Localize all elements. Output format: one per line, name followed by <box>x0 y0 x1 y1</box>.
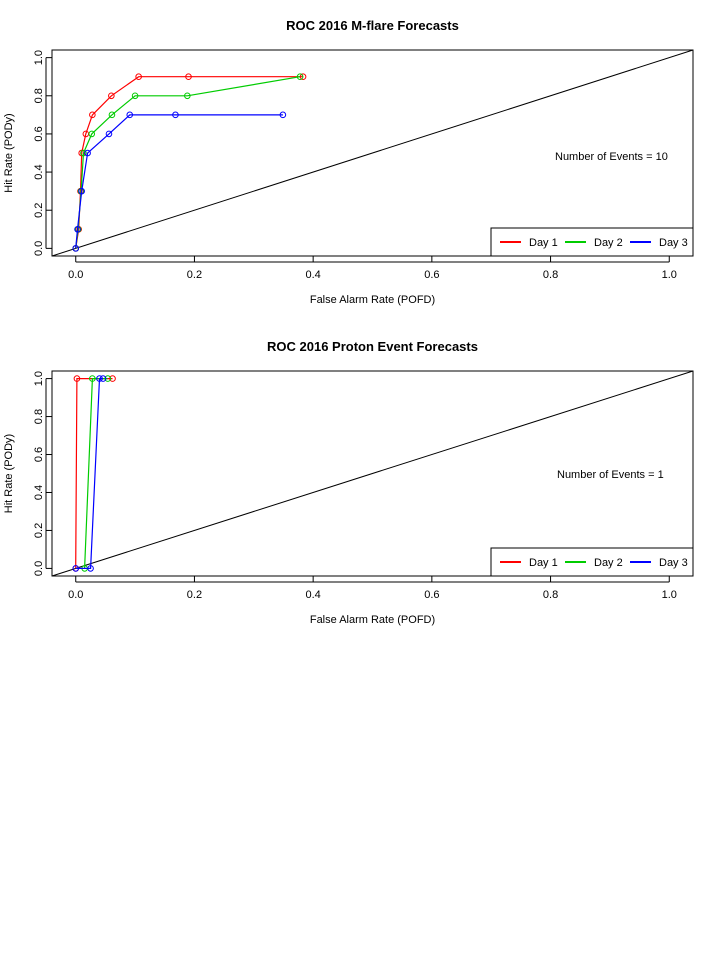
series-line <box>75 76 301 249</box>
x-axis: 0.0 0.2 0.4 0.6 0.8 1.0 <box>68 256 677 281</box>
data-point-marker <box>72 565 80 572</box>
series-day-2 <box>81 375 112 572</box>
chart-legend: Day 1 Day 2 Day 3 <box>490 227 694 257</box>
data-point-marker <box>108 111 116 119</box>
roc-chart-2: ROC 2016 Proton Event Forecasts 0.0 0.2 0.4… <box>3 339 694 626</box>
y-tick-label: 1.0 <box>33 371 45 386</box>
data-point-marker <box>108 92 115 100</box>
x-axis-title: False Alarm Rate (POFD) <box>310 614 435 626</box>
x-tick-label: 0.6 <box>424 269 439 281</box>
no-skill-diagonal <box>51 49 694 257</box>
data-point-marker <box>96 375 103 382</box>
data-point-marker <box>74 225 81 233</box>
y-tick-label: 0.8 <box>33 88 45 103</box>
data-point-marker <box>72 245 80 252</box>
chart-title: ROC 2016 M-flare Forecasts <box>286 18 459 33</box>
data-point-marker <box>89 111 96 119</box>
legend-label: Day 3 <box>659 557 688 569</box>
series-line <box>75 76 304 249</box>
data-point-marker <box>172 111 179 119</box>
events-annotation: Number of Events = 10 <box>555 151 668 163</box>
series-line <box>84 378 108 569</box>
y-axis: 0.0 0.2 0.4 0.6 0.8 1.0 <box>33 371 52 576</box>
chart-title: ROC 2016 Proton Event Forecasts <box>267 339 478 354</box>
y-tick-label: 0.2 <box>33 523 45 538</box>
y-tick-label: 0.8 <box>33 409 45 424</box>
data-point-marker <box>279 111 287 119</box>
x-tick-label: 0.4 <box>305 269 320 281</box>
data-point-marker <box>131 92 139 100</box>
y-tick-label: 0.0 <box>33 561 45 576</box>
legend-item: Day 1 <box>500 237 558 249</box>
data-point-marker <box>78 187 85 195</box>
y-tick-label: 1.0 <box>33 50 45 65</box>
plot-frame <box>51 370 694 577</box>
y-tick-label: 0.4 <box>33 485 45 500</box>
x-tick-label: 0.0 <box>68 589 83 601</box>
y-tick-label: 0.6 <box>33 126 45 141</box>
data-point-marker <box>88 130 96 138</box>
legend-item: Day 2 <box>565 237 623 249</box>
data-point-marker <box>109 375 116 382</box>
legend-label: Day 2 <box>594 557 623 569</box>
legend-item: Day 3 <box>630 237 688 249</box>
y-tick-label: 0.0 <box>33 241 45 256</box>
data-point-marker <box>296 73 304 81</box>
x-tick-label: 0.2 <box>187 589 202 601</box>
series-day-3 <box>72 375 107 572</box>
y-axis: 0.0 0.2 0.4 0.6 0.8 1.0 <box>33 50 52 256</box>
series-line <box>75 378 103 570</box>
series-day-1 <box>72 73 307 252</box>
x-tick-label: 0.2 <box>187 269 202 281</box>
legend-box <box>490 547 694 577</box>
y-tick-label: 0.6 <box>33 447 45 462</box>
legend-item: Day 3 <box>630 557 688 569</box>
chart-legend: Day 1 Day 2 Day 3 <box>490 547 694 577</box>
data-point-marker <box>299 73 307 81</box>
legend-label: Day 1 <box>529 237 558 249</box>
x-axis: 0.0 0.2 0.4 0.6 0.8 1.0 <box>68 576 677 601</box>
plot-frame <box>51 49 694 257</box>
x-tick-label: 0.6 <box>424 589 439 601</box>
data-point-marker <box>80 149 87 157</box>
data-point-marker <box>104 375 112 382</box>
data-point-marker <box>184 92 191 100</box>
y-tick-label: 0.2 <box>33 203 45 218</box>
events-annotation: Number of Events = 1 <box>557 469 664 481</box>
legend-label: Day 3 <box>659 237 688 249</box>
series-day-3 <box>72 111 287 252</box>
y-axis-title: Hit Rate (PODy) <box>3 113 15 192</box>
data-point-marker <box>99 375 107 382</box>
series-line <box>75 378 113 569</box>
no-skill-diagonal <box>51 370 694 577</box>
x-tick-label: 1.0 <box>662 589 677 601</box>
legend-label: Day 1 <box>529 557 558 569</box>
x-tick-label: 0.8 <box>543 269 558 281</box>
data-point-marker <box>87 565 94 572</box>
data-point-marker <box>135 73 142 81</box>
data-point-marker <box>126 111 134 119</box>
x-tick-label: 0.0 <box>68 269 83 281</box>
y-tick-label: 0.4 <box>33 164 45 179</box>
legend-item: Day 2 <box>565 557 623 569</box>
x-axis-title: False Alarm Rate (POFD) <box>310 294 435 306</box>
legend-item: Day 1 <box>500 557 558 569</box>
data-point-marker <box>185 73 192 81</box>
y-axis-title: Hit Rate (PODy) <box>3 434 15 513</box>
x-tick-label: 1.0 <box>662 269 677 281</box>
data-point-marker <box>84 149 91 157</box>
data-point-marker <box>105 130 113 138</box>
x-tick-label: 0.4 <box>305 589 320 601</box>
x-tick-label: 0.8 <box>543 589 558 601</box>
legend-label: Day 2 <box>594 237 623 249</box>
series-day-1 <box>72 375 116 572</box>
data-point-marker <box>73 375 81 382</box>
legend-box <box>490 227 694 257</box>
series-line <box>75 114 283 249</box>
data-point-marker <box>89 375 96 382</box>
